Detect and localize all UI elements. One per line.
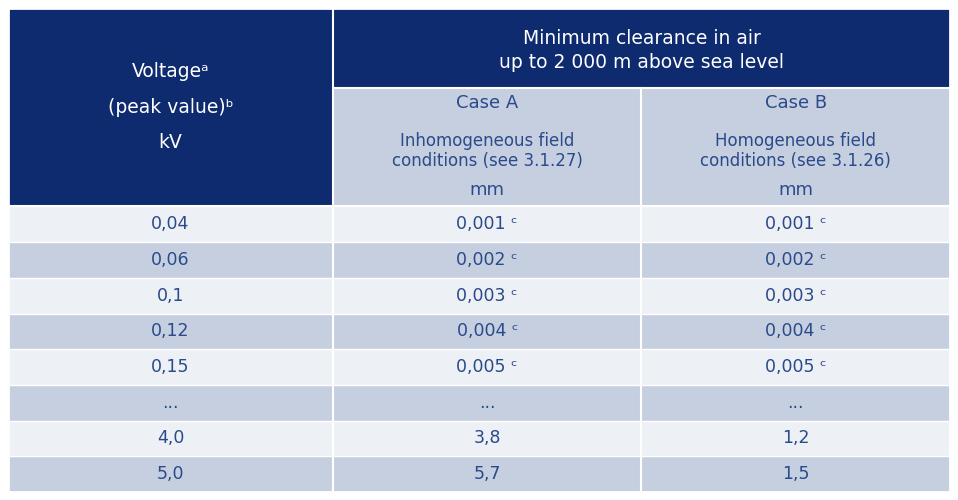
Text: 0,12: 0,12 xyxy=(151,322,190,340)
Bar xyxy=(642,456,950,492)
Text: 5,7: 5,7 xyxy=(473,465,501,483)
Text: 0,004 ᶜ: 0,004 ᶜ xyxy=(765,322,827,340)
Text: ...: ... xyxy=(479,394,495,412)
Bar xyxy=(333,420,642,456)
Bar xyxy=(333,88,642,206)
Text: 0,002 ᶜ: 0,002 ᶜ xyxy=(765,251,827,269)
Text: Homogeneous field: Homogeneous field xyxy=(716,132,877,150)
Text: 3,8: 3,8 xyxy=(473,430,501,448)
Text: mm: mm xyxy=(778,181,813,199)
Text: 4,0: 4,0 xyxy=(157,430,184,448)
Bar xyxy=(8,242,333,278)
Text: 1,5: 1,5 xyxy=(782,465,810,483)
Text: 1,2: 1,2 xyxy=(782,430,810,448)
Bar xyxy=(642,88,950,206)
Bar xyxy=(642,385,950,420)
Text: 0,04: 0,04 xyxy=(151,216,190,234)
Bar xyxy=(8,349,333,385)
Bar xyxy=(642,278,950,314)
Bar xyxy=(642,242,950,278)
Bar xyxy=(642,420,950,456)
Bar xyxy=(8,456,333,492)
Bar xyxy=(8,278,333,314)
Bar xyxy=(333,278,642,314)
Text: 0,15: 0,15 xyxy=(151,358,190,376)
Bar xyxy=(333,385,642,420)
Bar xyxy=(333,349,642,385)
Text: conditions (see 3.1.26): conditions (see 3.1.26) xyxy=(700,152,891,170)
Bar xyxy=(642,206,950,242)
Text: 0,002 ᶜ: 0,002 ᶜ xyxy=(457,251,518,269)
Text: up to 2 000 m above sea level: up to 2 000 m above sea level xyxy=(499,53,784,72)
Bar xyxy=(8,88,333,206)
Text: 0,004 ᶜ: 0,004 ᶜ xyxy=(457,322,518,340)
Text: Case A: Case A xyxy=(456,94,518,112)
Text: 0,001 ᶜ: 0,001 ᶜ xyxy=(765,216,827,234)
Bar xyxy=(642,349,950,385)
Bar xyxy=(8,385,333,420)
Bar xyxy=(642,314,950,349)
Text: (peak value)ᵇ: (peak value)ᵇ xyxy=(107,98,234,116)
Text: 0,003 ᶜ: 0,003 ᶜ xyxy=(765,286,827,304)
Text: 0,005 ᶜ: 0,005 ᶜ xyxy=(457,358,518,376)
Bar xyxy=(8,314,333,349)
Bar xyxy=(8,8,950,88)
Bar xyxy=(333,456,642,492)
Text: mm: mm xyxy=(469,181,505,199)
Text: 0,1: 0,1 xyxy=(157,286,184,304)
Bar xyxy=(8,206,333,242)
Text: Voltageᵃ: Voltageᵃ xyxy=(132,62,209,81)
Bar xyxy=(333,314,642,349)
Text: Inhomogeneous field: Inhomogeneous field xyxy=(400,132,575,150)
Bar xyxy=(333,206,642,242)
Text: 5,0: 5,0 xyxy=(157,465,184,483)
Text: 0,06: 0,06 xyxy=(151,251,190,269)
Text: ...: ... xyxy=(162,394,179,412)
Bar xyxy=(8,420,333,456)
Text: Minimum clearance in air: Minimum clearance in air xyxy=(522,29,761,48)
Text: ...: ... xyxy=(787,394,804,412)
Text: 0,001 ᶜ: 0,001 ᶜ xyxy=(457,216,518,234)
Bar xyxy=(333,242,642,278)
Text: 0,003 ᶜ: 0,003 ᶜ xyxy=(457,286,518,304)
Text: Case B: Case B xyxy=(764,94,827,112)
Text: conditions (see 3.1.27): conditions (see 3.1.27) xyxy=(392,152,582,170)
Text: kV: kV xyxy=(159,134,182,152)
Text: 0,005 ᶜ: 0,005 ᶜ xyxy=(765,358,827,376)
